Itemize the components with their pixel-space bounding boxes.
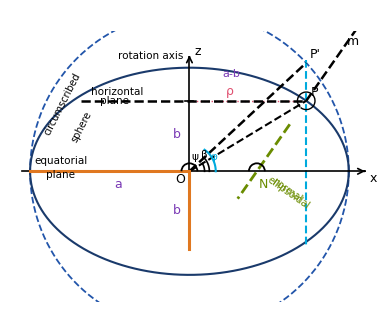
Text: ρ: ρ [226, 86, 234, 99]
Text: b: b [173, 204, 180, 217]
Text: ellipsoidal: ellipsoidal [265, 175, 311, 211]
Text: P: P [311, 86, 318, 99]
Text: circumscribed: circumscribed [42, 72, 82, 137]
Text: normal: normal [270, 177, 304, 204]
Text: rotation axis: rotation axis [118, 52, 183, 62]
Text: N: N [258, 177, 268, 191]
Text: x: x [369, 172, 377, 185]
Text: z: z [194, 45, 201, 58]
Text: ψ: ψ [191, 152, 198, 162]
Text: m: m [347, 35, 359, 48]
Text: a: a [114, 178, 122, 191]
Text: equatorial: equatorial [35, 157, 88, 166]
Text: horizontal: horizontal [90, 87, 143, 97]
Text: b: b [173, 128, 180, 141]
Text: plane: plane [46, 170, 75, 180]
Text: a-b: a-b [222, 69, 240, 79]
Text: O: O [175, 173, 185, 186]
Text: plane: plane [100, 96, 129, 106]
Text: P': P' [310, 48, 321, 61]
Text: β: β [201, 150, 208, 160]
Text: φ: φ [211, 152, 218, 162]
Text: sphere: sphere [69, 110, 93, 144]
